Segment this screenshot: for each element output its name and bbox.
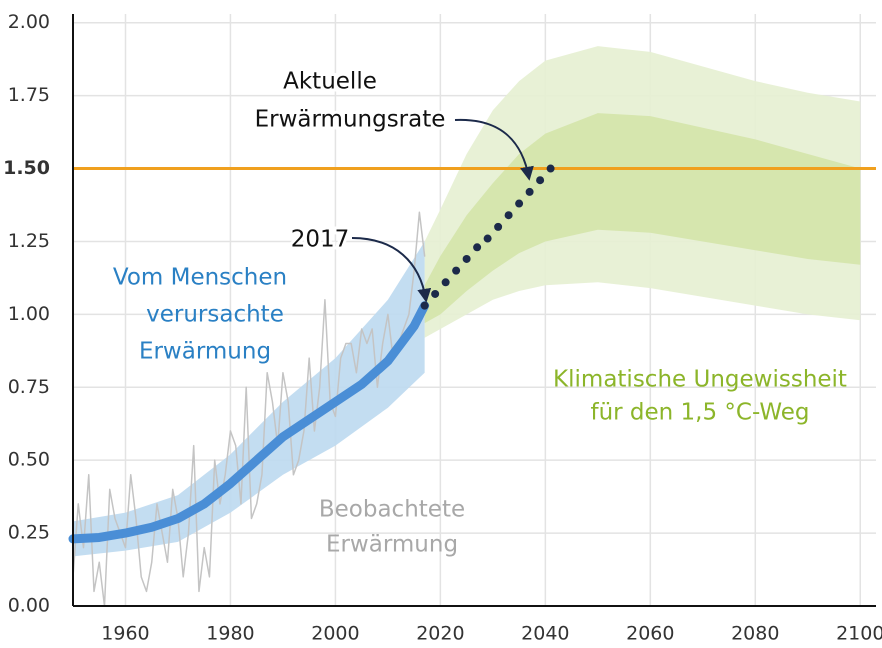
annotation: Vom Menschen — [113, 265, 287, 291]
arrow — [454, 118, 534, 181]
y-tick-label: 1.25 — [8, 230, 50, 252]
projection-dot — [420, 301, 429, 310]
projection-dot — [452, 266, 461, 275]
x-tick-label: 2020 — [416, 623, 464, 645]
annotation: Erwärmung — [326, 532, 458, 558]
annotation: verursachte — [146, 302, 284, 328]
arrow — [351, 237, 432, 303]
projection-dot — [515, 199, 524, 208]
annotation: für den 1,5 °C-Weg — [590, 400, 809, 426]
series-line — [68, 301, 430, 544]
y-tick-label: 1.00 — [8, 303, 50, 325]
x-tick-label: 2080 — [731, 623, 779, 645]
y-tick-label: 0.50 — [8, 449, 50, 471]
projection-dot — [431, 289, 440, 298]
x-tick-label: 2000 — [311, 623, 359, 645]
annotation: 2017 — [291, 227, 350, 253]
projection-dot — [536, 176, 545, 185]
y-tick-label: 0.25 — [8, 522, 50, 544]
projection-dot — [546, 164, 555, 173]
projection-dot — [525, 187, 534, 196]
annotation: Erwärmung — [139, 339, 271, 365]
annotation: Aktuelle — [283, 69, 377, 95]
projection-dot — [483, 234, 492, 243]
series-line — [72, 211, 426, 607]
annotation: Beobachtete — [319, 497, 465, 523]
x-tick-label: 1980 — [206, 623, 254, 645]
y-tick-label: 0.75 — [8, 376, 50, 398]
x-tick-label: 2100 — [836, 623, 882, 645]
labels: 1960 1980 2000 2020 2040 2060 2080 2100 0.00 0.25… — [3, 11, 882, 644]
projection-dot — [494, 222, 503, 231]
y-tick-label: 1.75 — [8, 84, 50, 106]
lines — [68, 164, 876, 607]
x-tick-label: 2040 — [521, 623, 569, 645]
annotation: Klimatische Ungewissheit — [553, 367, 847, 393]
projection-dot — [473, 243, 482, 252]
projection-dot — [441, 278, 450, 287]
y-tick-label: 1.50 — [3, 157, 50, 179]
x-tick-label: 2060 — [626, 623, 674, 645]
annotation: Erwärmungsrate — [255, 107, 446, 133]
uncertainty-band — [424, 113, 861, 324]
projection-dot — [462, 254, 471, 263]
y-tick-label: 0.00 — [8, 595, 50, 617]
projection-dot — [504, 211, 513, 220]
y-tick-label: 2.00 — [8, 11, 50, 33]
x-tick-label: 1960 — [101, 623, 149, 645]
